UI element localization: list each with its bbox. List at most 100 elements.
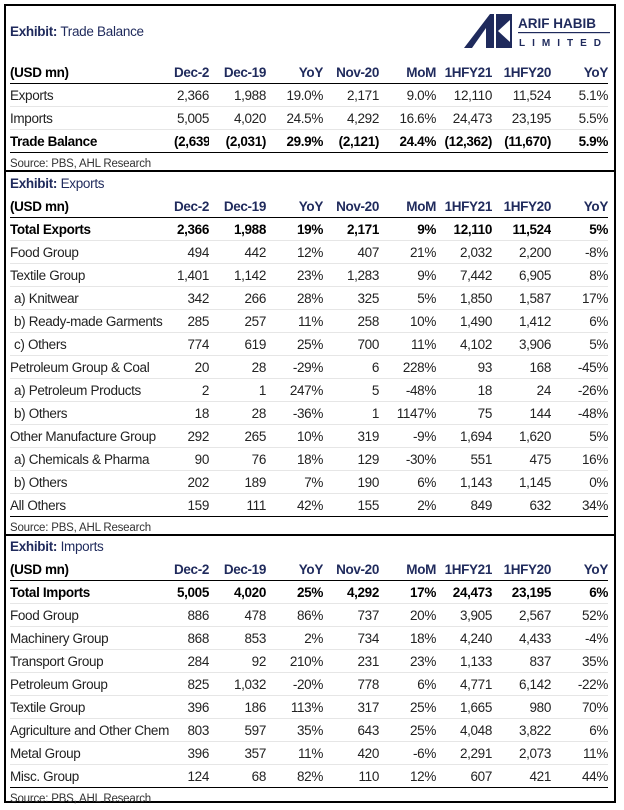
column-header-yoy-1h: YoY (551, 61, 608, 84)
cell-yoy-1h: 5% (551, 424, 608, 448)
cell-mom: 2% (379, 493, 436, 517)
cell-1hfy21: 1,850 (436, 286, 492, 310)
row-label: c) Others (10, 332, 174, 356)
table-row: a) Petroleum Products 2 1 247% 5 -48% 18 24 -26% (10, 378, 608, 402)
cell-dec-19: 92 (209, 649, 266, 673)
cell-1hfy21: 12,110 (436, 217, 492, 241)
row-label: Transport Group (10, 649, 174, 673)
cell-yoy: 10% (266, 424, 323, 448)
column-header-mom: MoM (379, 558, 436, 581)
cell-dec-19: 111 (209, 493, 266, 517)
cell-nov-20: 6 (323, 355, 379, 379)
cell-1hfy20: 2,567 (492, 603, 551, 627)
row-label: Other Manufacture Group (10, 424, 174, 448)
cell-dec-20: 494 (174, 240, 209, 264)
exports-table: (USD mn)Dec-20Dec-19YoYNov-20MoM1HFY211H… (10, 195, 608, 517)
cell-1hfy20: 1,412 (492, 309, 551, 333)
row-label: b) Others (10, 470, 174, 494)
cell-yoy: 19% (266, 217, 323, 241)
cell-1hfy21: 4,048 (436, 718, 492, 742)
column-header-nov-20: Nov-20 (323, 61, 379, 84)
table-row: Petroleum Group 825 1,032 -20% 778 6% 4,771 6,1… (10, 672, 608, 696)
cell-mom: -30% (379, 447, 436, 471)
cell-1hfy20: 980 (492, 695, 551, 719)
cell-1hfy20: 2,073 (492, 741, 551, 765)
trade-balance-section: Exhibit: Trade Balance(USD mn)Dec-20Dec-… (10, 21, 608, 175)
cell-dec-19: 357 (209, 741, 266, 765)
cell-nov-20: 643 (323, 718, 379, 742)
cell-mom: 11% (379, 332, 436, 356)
cell-dec-20: 159 (174, 493, 209, 517)
cell-yoy-1h: 35% (551, 649, 608, 673)
cell-mom: 18% (379, 626, 436, 650)
table-row: All Others 159 111 42% 155 2% 849 632 34% (10, 493, 608, 517)
table-row: b) Others 202 189 7% 190 6% 1,143 1,145 0% (10, 470, 608, 494)
cell-yoy-1h: 11% (551, 741, 608, 765)
cell-mom: 12% (379, 764, 436, 788)
cell-nov-20: 325 (323, 286, 379, 310)
column-header-yoy-1h: YoY (551, 195, 608, 218)
cell-1hfy20: 11,524 (492, 83, 551, 107)
cell-yoy-1h: 16% (551, 447, 608, 471)
row-label: Petroleum Group (10, 672, 174, 696)
cell-yoy-1h: -8% (551, 240, 608, 264)
cell-1hfy21: 1,143 (436, 470, 492, 494)
table-row: Transport Group 284 92 210% 231 23% 1,133 837 35… (10, 649, 608, 673)
cell-nov-20: 4,292 (323, 106, 379, 130)
cell-mom: 24.4% (379, 129, 436, 153)
cell-yoy: 29.9% (266, 129, 323, 153)
cell-dec-20: 5,005 (174, 106, 209, 130)
cell-yoy: 247% (266, 378, 323, 402)
column-header-yoy: YoY (266, 195, 323, 218)
cell-nov-20: 5 (323, 378, 379, 402)
row-label: Petroleum Group & Coal (10, 355, 174, 379)
cell-1hfy21: 3,905 (436, 603, 492, 627)
cell-mom: 25% (379, 718, 436, 742)
svg-text:LIMITED: LIMITED (519, 38, 608, 48)
cell-1hfy20: 11,524 (492, 217, 551, 241)
cell-nov-20: 190 (323, 470, 379, 494)
source-note: Source: PBS, AHL Research (10, 158, 151, 170)
table-row: a) Chemicals & Pharma 90 76 18% 129 -30% 551 47… (10, 447, 608, 471)
cell-yoy: 86% (266, 603, 323, 627)
cell-dec-20: 284 (174, 649, 209, 673)
cell-yoy-1h: 6% (551, 309, 608, 333)
cell-yoy: 2% (266, 626, 323, 650)
table-row: Machinery Group 868 853 2% 734 18% 4,240 4,433-… (10, 626, 608, 650)
cell-mom: -48% (379, 378, 436, 402)
cell-yoy: -20% (266, 672, 323, 696)
cell-mom: 5% (379, 286, 436, 310)
cell-dec-19: 478 (209, 603, 266, 627)
svg-text:ARIF HABIB: ARIF HABIB (518, 16, 596, 31)
cell-dec-19: 28 (209, 401, 266, 425)
cell-dec-19: 257 (209, 309, 266, 333)
cell-dec-20: 124 (174, 764, 209, 788)
table-row: Misc. Group 124 68 82% 110 12% 607 421 44% (10, 764, 608, 788)
cell-nov-20: 1 (323, 401, 379, 425)
cell-dec-20: 396 (174, 741, 209, 765)
table-row: Total Exports 2,366 1,988 19% 2,171 9% 12,110 1… (10, 217, 608, 241)
cell-yoy: 23% (266, 263, 323, 287)
cell-yoy-1h: 6% (551, 718, 608, 742)
table-row: c) Others 774 619 25% 700 11% 4,102 3,906 5% (10, 332, 608, 356)
cell-1hfy20: 3,906 (492, 332, 551, 356)
row-label: a) Knitwear (10, 286, 174, 310)
cell-dec-20: 285 (174, 309, 209, 333)
column-header-1hfy21: 1HFY21 (436, 61, 492, 84)
table-row: Trade Balance(2,639)(2,031)29.9%(2,121)2… (10, 129, 608, 153)
cell-nov-20: 737 (323, 603, 379, 627)
cell-1hfy21: 1,665 (436, 695, 492, 719)
cell-yoy-1h: -45% (551, 355, 608, 379)
cell-yoy: 28% (266, 286, 323, 310)
column-header-dec-20: Dec-20 (174, 195, 209, 218)
cell-dec-20: 396 (174, 695, 209, 719)
cell-1hfy20: 23,195 (492, 580, 551, 604)
cell-yoy: -29% (266, 355, 323, 379)
table-row: Food Group 886 478 86% 737 20% 3,905 2,567 52% (10, 603, 608, 627)
cell-nov-20: 4,292 (323, 580, 379, 604)
cell-1hfy21: 4,771 (436, 672, 492, 696)
cell-mom: 9.0% (379, 83, 436, 107)
table-row: Agriculture and Other Chem 803 597 35% 643 25… (10, 718, 608, 742)
trade_balance-table: (USD mn)Dec-20Dec-19YoYNov-20MoM1HFY211H… (10, 61, 608, 153)
cell-1hfy20: 1,145 (492, 470, 551, 494)
